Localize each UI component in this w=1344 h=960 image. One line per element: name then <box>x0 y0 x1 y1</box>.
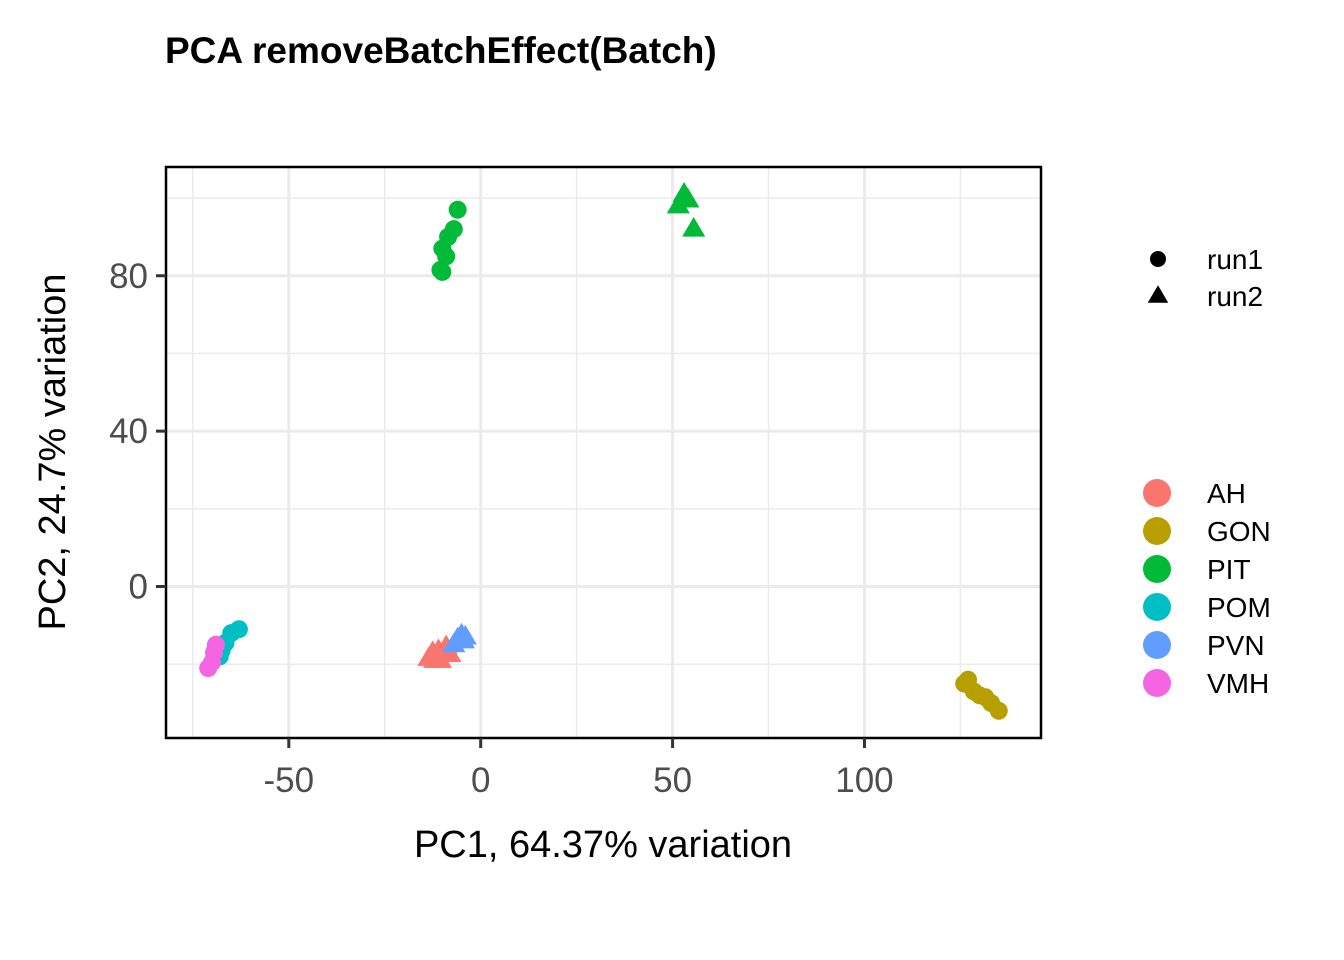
x-axis-title: PC1, 64.37% variation <box>414 824 792 866</box>
point-gon-run1 <box>989 701 1008 720</box>
x-tick-label: 0 <box>471 761 490 800</box>
color-legend: AH GON PIT POM PVN VMH <box>1143 478 1271 699</box>
x-tick-label: 50 <box>653 761 692 800</box>
chart-title: PCA removeBatchEffect(Batch) <box>165 30 717 71</box>
legend-label-pit: PIT <box>1207 554 1251 585</box>
legend-label-pom: POM <box>1207 592 1271 623</box>
point-ah-run2 <box>428 648 452 668</box>
x-axis: -50 0 50 100 <box>264 738 894 800</box>
legend-circle-marker <box>1150 251 1166 267</box>
legend-swatch-pit <box>1143 555 1171 583</box>
point-pvn-run2 <box>453 624 477 645</box>
legend-swatch-pvn <box>1143 631 1171 659</box>
data-points <box>199 182 1008 720</box>
legend-label-gon: GON <box>1207 516 1271 547</box>
point-vmh-run1 <box>199 659 218 678</box>
point-pit-run1 <box>433 262 452 281</box>
point-pit-run1 <box>437 247 456 266</box>
legend-swatch-pom <box>1143 593 1171 621</box>
point-pit-run1 <box>448 200 467 219</box>
x-tick-label: -50 <box>264 761 315 800</box>
y-axis: 0 40 80 <box>109 257 166 607</box>
panel-border <box>164 165 1043 740</box>
legend-label-pvn: PVN <box>1207 630 1265 661</box>
point-pit-run2 <box>666 193 690 214</box>
y-tick-label: 80 <box>109 257 148 296</box>
y-tick-label: 0 <box>129 568 148 607</box>
legend-label-run2: run2 <box>1207 281 1263 312</box>
y-axis-title: PC2, 24.7% variation <box>32 274 74 631</box>
point-pvn-run2 <box>442 632 466 653</box>
y-tick-label: 40 <box>109 412 148 451</box>
legend-swatch-vmh <box>1143 669 1171 697</box>
legend-label-vmh: VMH <box>1207 668 1269 699</box>
shape-legend: run1 run2 <box>1147 244 1263 312</box>
legend-swatch-gon <box>1143 517 1171 545</box>
plot-panel <box>164 165 1043 740</box>
x-tick-label: 100 <box>835 761 893 800</box>
legend-label-ah: AH <box>1207 478 1246 509</box>
point-pit-run2 <box>682 216 706 237</box>
legend-swatch-ah <box>1143 479 1171 507</box>
legend-label-run1: run1 <box>1207 244 1263 275</box>
legend-triangle-marker <box>1147 285 1169 303</box>
